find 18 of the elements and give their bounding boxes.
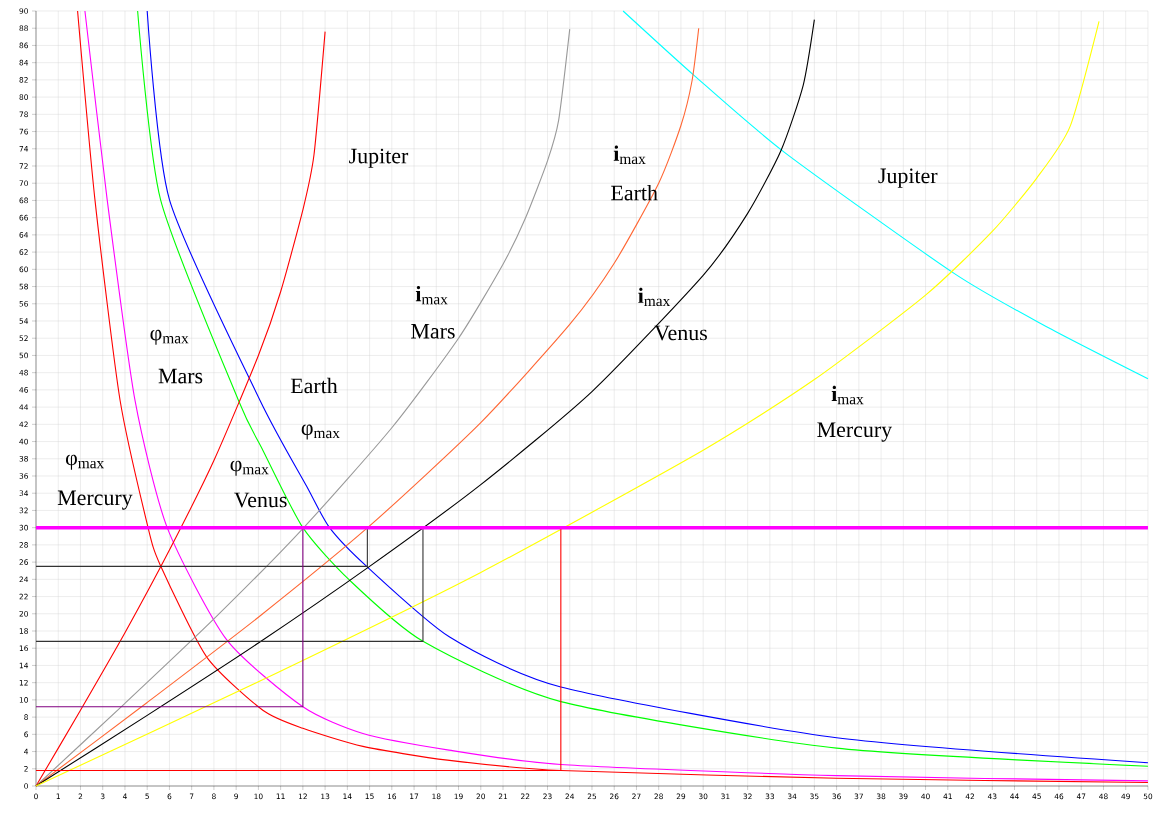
annotation: Jupiter xyxy=(349,148,409,168)
annotation: φ$_{max}$ xyxy=(230,460,269,476)
annotation: i$_{max}$ xyxy=(415,285,448,305)
annotation: φ$_{max}$ xyxy=(150,329,189,345)
annotation: Mars xyxy=(411,324,455,339)
annotation: φ$_{max}$ xyxy=(301,424,340,440)
annotation: i$_{max}$ xyxy=(638,287,671,307)
annotation: Earth xyxy=(611,184,658,201)
annotation: i$_{max}$ xyxy=(831,385,864,405)
annotation: Jupiter xyxy=(878,168,938,188)
annotation: Venus xyxy=(234,492,287,508)
annotation: Mercury xyxy=(57,490,133,510)
annotation: Mars xyxy=(158,368,203,384)
annotation: Earth xyxy=(290,377,338,394)
annotation: Venus xyxy=(654,325,707,341)
annotation: i$_{max}$ xyxy=(613,145,646,165)
annotation: φ$_{max}$ xyxy=(65,454,105,470)
annotation: Mercury xyxy=(817,422,893,442)
